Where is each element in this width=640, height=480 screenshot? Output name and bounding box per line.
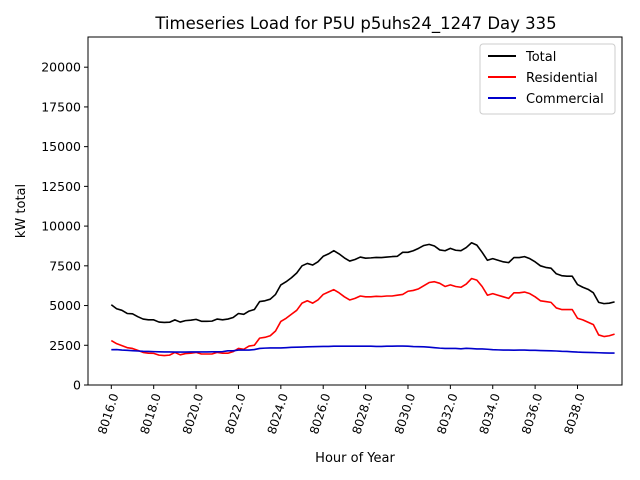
y-axis: 0 2500 5000 7500 10000 12500 15000 17500 20000 bbox=[41, 60, 88, 393]
y-tick-label: 15000 bbox=[41, 139, 81, 154]
series-line-commercial bbox=[111, 345, 615, 354]
y-tick-label: 17500 bbox=[41, 99, 81, 114]
legend-label-total: Total bbox=[525, 50, 556, 65]
y-tick-label: 2500 bbox=[49, 338, 81, 353]
y-tick-label: 0 bbox=[73, 378, 81, 393]
y-tick-label: 10000 bbox=[41, 219, 81, 234]
x-axis-label: Hour of Year bbox=[315, 451, 395, 466]
series-line-total bbox=[110, 241, 615, 324]
series-layer bbox=[110, 241, 615, 357]
plot-frame bbox=[87, 36, 623, 386]
legend: Total Residential Commercial bbox=[479, 43, 616, 115]
y-tick-label: 20000 bbox=[41, 60, 81, 75]
y-tick-label: 12500 bbox=[41, 179, 81, 194]
legend-box bbox=[479, 43, 616, 115]
legend-label-residential: Residential bbox=[526, 71, 598, 86]
chart-title: Timeseries Load for P5U p5uhs24_1247 Day… bbox=[154, 14, 556, 34]
legend-label-commercial: Commercial bbox=[526, 92, 604, 107]
y-tick-label: 5000 bbox=[49, 298, 81, 313]
y-axis-label: kW total bbox=[14, 184, 29, 238]
y-tick-label: 7500 bbox=[49, 258, 81, 273]
